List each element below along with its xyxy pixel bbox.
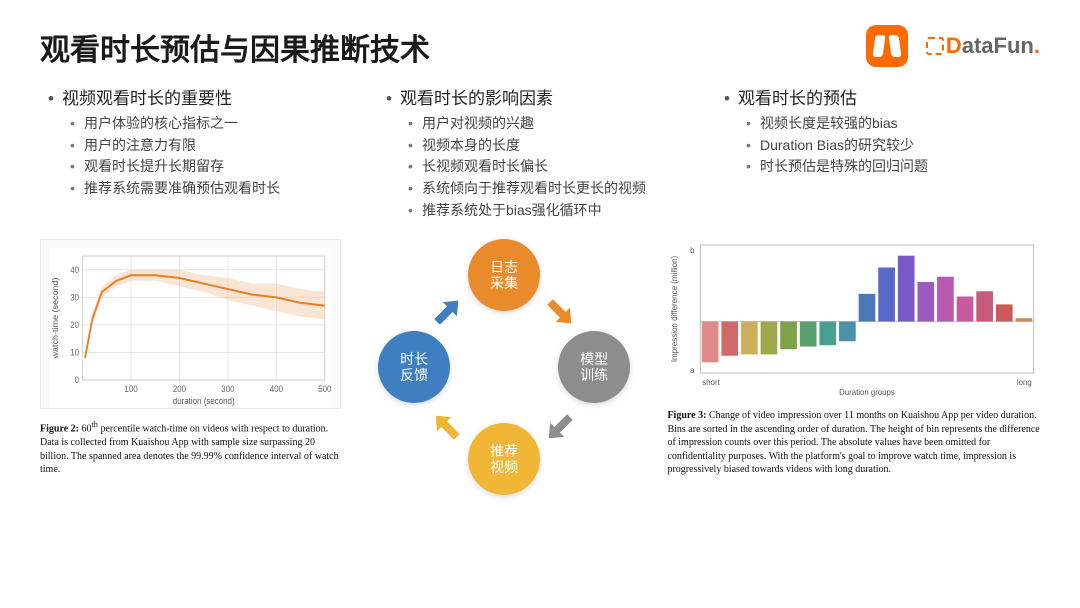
cycle-arrow-icon bbox=[422, 287, 473, 338]
svg-text:Impression difference (million: Impression difference (million) bbox=[670, 256, 679, 363]
cycle-node: 时长反馈 bbox=[378, 331, 450, 403]
list-item: 长视频观看时长偏长 bbox=[422, 156, 694, 178]
datafun-dot: . bbox=[1034, 33, 1040, 58]
cycle-arrow-icon bbox=[535, 402, 586, 453]
list-item: 用户体验的核心指标之一 bbox=[84, 113, 356, 135]
cycle-diagram: 日志采集模型训练推荐视频时长反馈 bbox=[361, 239, 648, 499]
kuaishou-logo-icon bbox=[866, 25, 908, 67]
figure-2: 0 10 20 30 40 100 200 300 400 500 duration (second… bbox=[40, 239, 341, 476]
svg-text:100: 100 bbox=[124, 384, 138, 395]
datafun-d: D bbox=[946, 33, 962, 58]
cycle-node: 日志采集 bbox=[468, 239, 540, 311]
list-item: 观看时长提升长期留存 bbox=[84, 156, 356, 178]
list-item: 系统倾向于推荐观看时长更长的视频 bbox=[422, 178, 694, 200]
list-item: 推荐系统需要准确预估观看时长 bbox=[84, 178, 356, 200]
svg-text:0: 0 bbox=[75, 375, 80, 386]
svg-text:watch-time (second): watch-time (second) bbox=[50, 278, 59, 360]
figure-2-caption: Figure 2: 60th percentile watch-time on … bbox=[40, 419, 341, 476]
svg-text:Duration groups: Duration groups bbox=[840, 388, 896, 397]
list-item: 视频长度是较强的bias bbox=[760, 113, 1032, 135]
column-1-list: 用户体验的核心指标之一用户的注意力有限观看时长提升长期留存推荐系统需要准确预估观… bbox=[48, 113, 356, 200]
list-item: 时长预估是特殊的回归问题 bbox=[760, 156, 1032, 178]
cycle-arrow-icon bbox=[422, 402, 473, 453]
list-item: 推荐系统处于bias强化循环中 bbox=[422, 200, 694, 222]
column-2-title: 观看时长的影响因素 bbox=[386, 84, 694, 109]
column-1: 视频观看时长的重要性 用户体验的核心指标之一用户的注意力有限观看时长提升长期留存… bbox=[48, 84, 356, 221]
cycle-node: 推荐视频 bbox=[468, 423, 540, 495]
column-1-title: 视频观看时长的重要性 bbox=[48, 84, 356, 109]
list-item: Duration Bias的研究较少 bbox=[760, 135, 1032, 157]
datafun-logo: DataFun. bbox=[926, 33, 1040, 59]
column-3-list: 视频长度是较强的biasDuration Bias的研究较少时长预估是特殊的回归… bbox=[724, 113, 1032, 178]
bullet-columns: 视频观看时长的重要性 用户体验的核心指标之一用户的注意力有限观看时长提升长期留存… bbox=[0, 79, 1080, 221]
logo-group: DataFun. bbox=[866, 25, 1040, 67]
svg-text:200: 200 bbox=[173, 384, 187, 395]
svg-text:10: 10 bbox=[70, 347, 79, 358]
cycle-arrow-icon bbox=[535, 287, 586, 338]
svg-text:20: 20 bbox=[70, 320, 79, 331]
page-title: 观看时长预估与因果推断技术 bbox=[40, 25, 430, 69]
svg-text:40: 40 bbox=[70, 265, 79, 276]
datafun-icon bbox=[926, 37, 944, 55]
list-item: 视频本身的长度 bbox=[422, 135, 694, 157]
svg-text:duration (second): duration (second) bbox=[173, 396, 235, 407]
figure-3: a b short long Duration groups Impression dif… bbox=[667, 239, 1040, 477]
svg-text:30: 30 bbox=[70, 292, 79, 303]
svg-text:long: long bbox=[1017, 378, 1032, 387]
svg-text:short: short bbox=[703, 378, 721, 387]
list-item: 用户的注意力有限 bbox=[84, 135, 356, 157]
figure-3-chart: a b short long Duration groups Impression dif… bbox=[667, 239, 1040, 399]
datafun-rest: ataFun bbox=[962, 33, 1034, 58]
svg-text:300: 300 bbox=[221, 384, 235, 395]
column-2: 观看时长的影响因素 用户对视频的兴趣视频本身的长度长视频观看时长偏长系统倾向于推… bbox=[386, 84, 694, 221]
column-2-list: 用户对视频的兴趣视频本身的长度长视频观看时长偏长系统倾向于推荐观看时长更长的视频… bbox=[386, 113, 694, 221]
figure-3-caption: Figure 3: Change of video impression ove… bbox=[667, 409, 1040, 477]
svg-text:500: 500 bbox=[318, 384, 332, 395]
column-3: 观看时长的预估 视频长度是较强的biasDuration Bias的研究较少时长… bbox=[724, 84, 1032, 221]
list-item: 用户对视频的兴趣 bbox=[422, 113, 694, 135]
svg-text:400: 400 bbox=[270, 384, 284, 395]
cycle-node: 模型训练 bbox=[558, 331, 630, 403]
svg-text:a: a bbox=[691, 366, 696, 375]
figure-2-chart: 0 10 20 30 40 100 200 300 400 500 duration (second… bbox=[49, 248, 332, 408]
svg-text:b: b bbox=[691, 246, 696, 255]
column-3-title: 观看时长的预估 bbox=[724, 84, 1032, 109]
